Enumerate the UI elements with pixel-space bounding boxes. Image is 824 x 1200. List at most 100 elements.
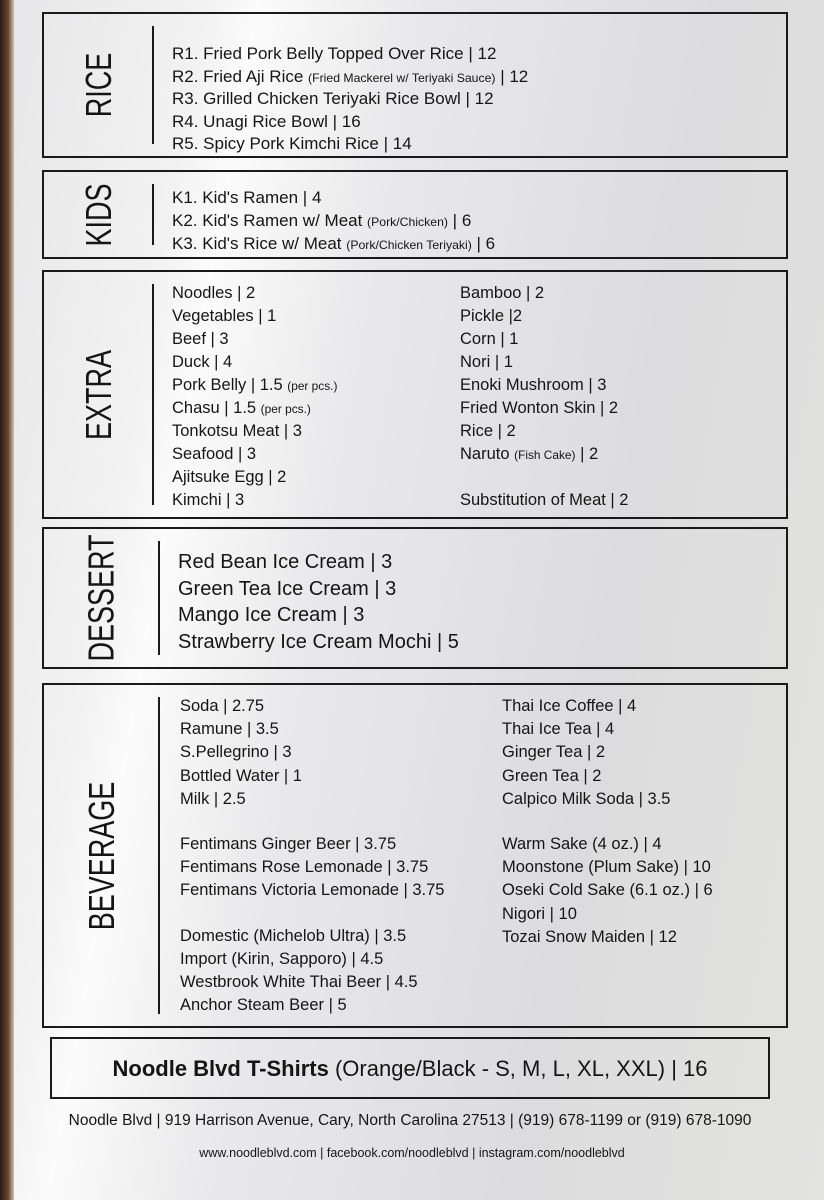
menu-item: K2. Kid's Ramen w/ Meat (Pork/Chicken) |… bbox=[172, 211, 495, 234]
menu-item: Fentimans Ginger Beer | 3.75 bbox=[180, 835, 444, 858]
menu-item: Green Tea | 2 bbox=[502, 767, 713, 790]
menu-item: Tozai Snow Maiden | 12 bbox=[502, 928, 713, 951]
menu-item: Strawberry Ice Cream Mochi | 5 bbox=[178, 631, 459, 658]
item-text: Milk | 2.5 bbox=[180, 789, 246, 808]
menu-item: R4. Unagi Rice Bowl | 16 bbox=[172, 112, 528, 135]
section-dessert: DESSERT Red Bean Ice Cream | 3 Green Tea I… bbox=[42, 527, 788, 669]
section-title: KIDS bbox=[78, 182, 119, 247]
menu-item: Fentimans Rose Lemonade | 3.75 bbox=[180, 858, 444, 881]
item-text: Naruto bbox=[460, 445, 515, 463]
menu-item: Corn | 1 bbox=[460, 330, 628, 353]
menu-item: Chasu | 1.5 (per pcs.) bbox=[172, 399, 337, 422]
section-beverage: BEVERAGE Soda | 2.75 Ramune | 3.5 S.Pellegr… bbox=[42, 683, 788, 1028]
item-note: (Fish Cake) bbox=[514, 448, 576, 462]
menu-item: S.Pellegrino | 3 bbox=[180, 743, 444, 766]
item-text: Mango Ice Cream | 3 bbox=[178, 604, 365, 626]
item-text: Rice | 2 bbox=[460, 422, 516, 440]
section-title-wrap: KIDS bbox=[44, 172, 154, 257]
item-text: R2. Fried Aji Rice bbox=[172, 66, 309, 86]
item-text: Tozai Snow Maiden | 12 bbox=[502, 927, 677, 946]
item-text: Domestic (Michelob Ultra) | 3.5 bbox=[180, 926, 407, 945]
item-text: Red Bean Ice Cream | 3 bbox=[178, 551, 393, 573]
item-text: Strawberry Ice Cream Mochi | 5 bbox=[178, 630, 459, 653]
menu-item: Naruto (Fish Cake) | 2 bbox=[460, 445, 628, 468]
item-text: Corn | 1 bbox=[460, 330, 519, 348]
item-text: K1. Kid's Ramen | 4 bbox=[172, 188, 322, 207]
item-text: Import (Kirin, Sapporo) | 4.5 bbox=[180, 949, 384, 968]
menu-item: Fried Wonton Skin | 2 bbox=[460, 399, 628, 422]
menu-item: Import (Kirin, Sapporo) | 4.5 bbox=[180, 950, 444, 973]
item-text: Bottled Water | 1 bbox=[180, 766, 302, 785]
footer-address: Noodle Blvd | 919 Harrison Avenue, Cary,… bbox=[68, 1112, 752, 1129]
photo-edge bbox=[0, 0, 14, 1200]
item-note: (Pork/Chicken) bbox=[367, 215, 448, 229]
item-text: | 12 bbox=[495, 66, 529, 86]
item-text: Enoki Mushroom | 3 bbox=[460, 376, 607, 394]
item-text: Pickle |2 bbox=[460, 307, 523, 325]
divider bbox=[158, 541, 160, 655]
item-text: Moonstone (Plum Sake) | 10 bbox=[502, 858, 711, 877]
menu-item: Ginger Tea | 2 bbox=[502, 743, 713, 766]
menu-item: Milk | 2.5 bbox=[180, 790, 444, 813]
section-extra: EXTRA Noodles | 2 Vegetables | 1 Beef | 3 Du… bbox=[42, 270, 788, 519]
item-text: Duck | 4 bbox=[172, 353, 233, 371]
item-text: R3. Grilled Chicken Teriyaki Rice Bowl |… bbox=[172, 89, 494, 108]
item-text: Thai Ice Tea | 4 bbox=[502, 720, 615, 739]
divider bbox=[152, 26, 154, 144]
menu-item: Red Bean Ice Cream | 3 bbox=[178, 551, 459, 578]
section-title-wrap: RICE bbox=[44, 14, 154, 156]
item-text: Nigori | 10 bbox=[502, 904, 577, 923]
item-text: | 6 bbox=[447, 211, 472, 230]
menu-item: Ajitsuke Egg | 2 bbox=[172, 468, 337, 491]
menu-item: K3. Kid's Rice w/ Meat (Pork/Chicken Ter… bbox=[172, 234, 495, 257]
footer-links: www.noodleblvd.com | facebook.com/noodle… bbox=[199, 1146, 625, 1160]
menu-item: Substitution of Meat | 2 bbox=[460, 491, 628, 514]
menu-item: Seafood | 3 bbox=[172, 445, 337, 468]
menu-item: Rice | 2 bbox=[460, 422, 628, 445]
item-note: (Fried Mackerel w/ Teriyaki Sauce) bbox=[308, 70, 496, 85]
menu-item: Tonkotsu Meat | 3 bbox=[172, 422, 337, 445]
item-text: Bamboo | 2 bbox=[460, 284, 545, 302]
menu-item: Bamboo | 2 bbox=[460, 284, 628, 307]
menu-item: Ramune | 3.5 bbox=[180, 720, 444, 743]
menu-column: Soda | 2.75 Ramune | 3.5 S.Pellegrino | 3 B… bbox=[180, 697, 444, 1019]
item-text: Green Tea | 2 bbox=[502, 766, 602, 785]
menu-item: Moonstone (Plum Sake) | 10 bbox=[502, 858, 713, 881]
item-text: R4. Unagi Rice Bowl | 16 bbox=[172, 111, 361, 131]
item-text: Thai Ice Coffee | 4 bbox=[502, 697, 637, 715]
menu-column: K1. Kid's Ramen | 4 K2. Kid's Ramen w/ Me… bbox=[172, 188, 495, 257]
item-text: Soda | 2.75 bbox=[180, 697, 265, 715]
menu-item: Anchor Steam Beer | 5 bbox=[180, 996, 444, 1019]
item-text: Kimchi | 3 bbox=[172, 491, 245, 509]
item-text: Fentimans Victoria Lemonade | 3.75 bbox=[180, 881, 445, 900]
item-text: R5. Spicy Pork Kimchi Rice | 14 bbox=[172, 134, 412, 153]
item-text: Noodles | 2 bbox=[172, 284, 256, 302]
menu-item: Fentimans Victoria Lemonade | 3.75 bbox=[180, 881, 444, 904]
divider bbox=[152, 184, 154, 245]
menu-item: Thai Ice Tea | 4 bbox=[502, 720, 713, 743]
item-note: (per pcs.) bbox=[260, 402, 311, 416]
item-text: Seafood | 3 bbox=[172, 445, 257, 463]
item-text: Fentimans Ginger Beer | 3.75 bbox=[180, 834, 397, 853]
item-text: Chasu | 1.5 bbox=[172, 399, 261, 417]
menu-item: Green Tea Ice Cream | 3 bbox=[178, 578, 459, 605]
item-text: S.Pellegrino | 3 bbox=[180, 743, 292, 762]
divider bbox=[158, 697, 160, 1014]
item-text: Substitution of Meat | 2 bbox=[460, 491, 629, 509]
tshirt-box: Noodle Blvd T-Shirts (Orange/Black - S, … bbox=[50, 1037, 770, 1099]
menu-item: Mango Ice Cream | 3 bbox=[178, 604, 459, 631]
item-text: R1. Fried Pork Belly Topped Over Rice | … bbox=[172, 44, 497, 63]
menu-item: Oseki Cold Sake (6.1 oz.) | 6 bbox=[502, 881, 713, 904]
item-text: Tonkotsu Meat | 3 bbox=[172, 422, 302, 440]
item-text: Pork Belly | 1.5 bbox=[172, 376, 288, 394]
menu-item: R3. Grilled Chicken Teriyaki Rice Bowl |… bbox=[172, 89, 528, 112]
item-text: Westbrook White Thai Beer | 4.5 bbox=[180, 972, 418, 991]
menu-item: R5. Spicy Pork Kimchi Rice | 14 bbox=[172, 134, 528, 157]
tshirt-options: (Orange/Black - S, M, L, XL, XXL) | 16 bbox=[328, 1056, 708, 1081]
menu-item: Nori | 1 bbox=[460, 353, 628, 376]
item-note: (Pork/Chicken Teriyaki) bbox=[346, 238, 472, 252]
item-note: (per pcs.) bbox=[287, 379, 338, 393]
menu-item: R1. Fried Pork Belly Topped Over Rice | … bbox=[172, 44, 528, 67]
item-text: | 2 bbox=[575, 445, 599, 463]
